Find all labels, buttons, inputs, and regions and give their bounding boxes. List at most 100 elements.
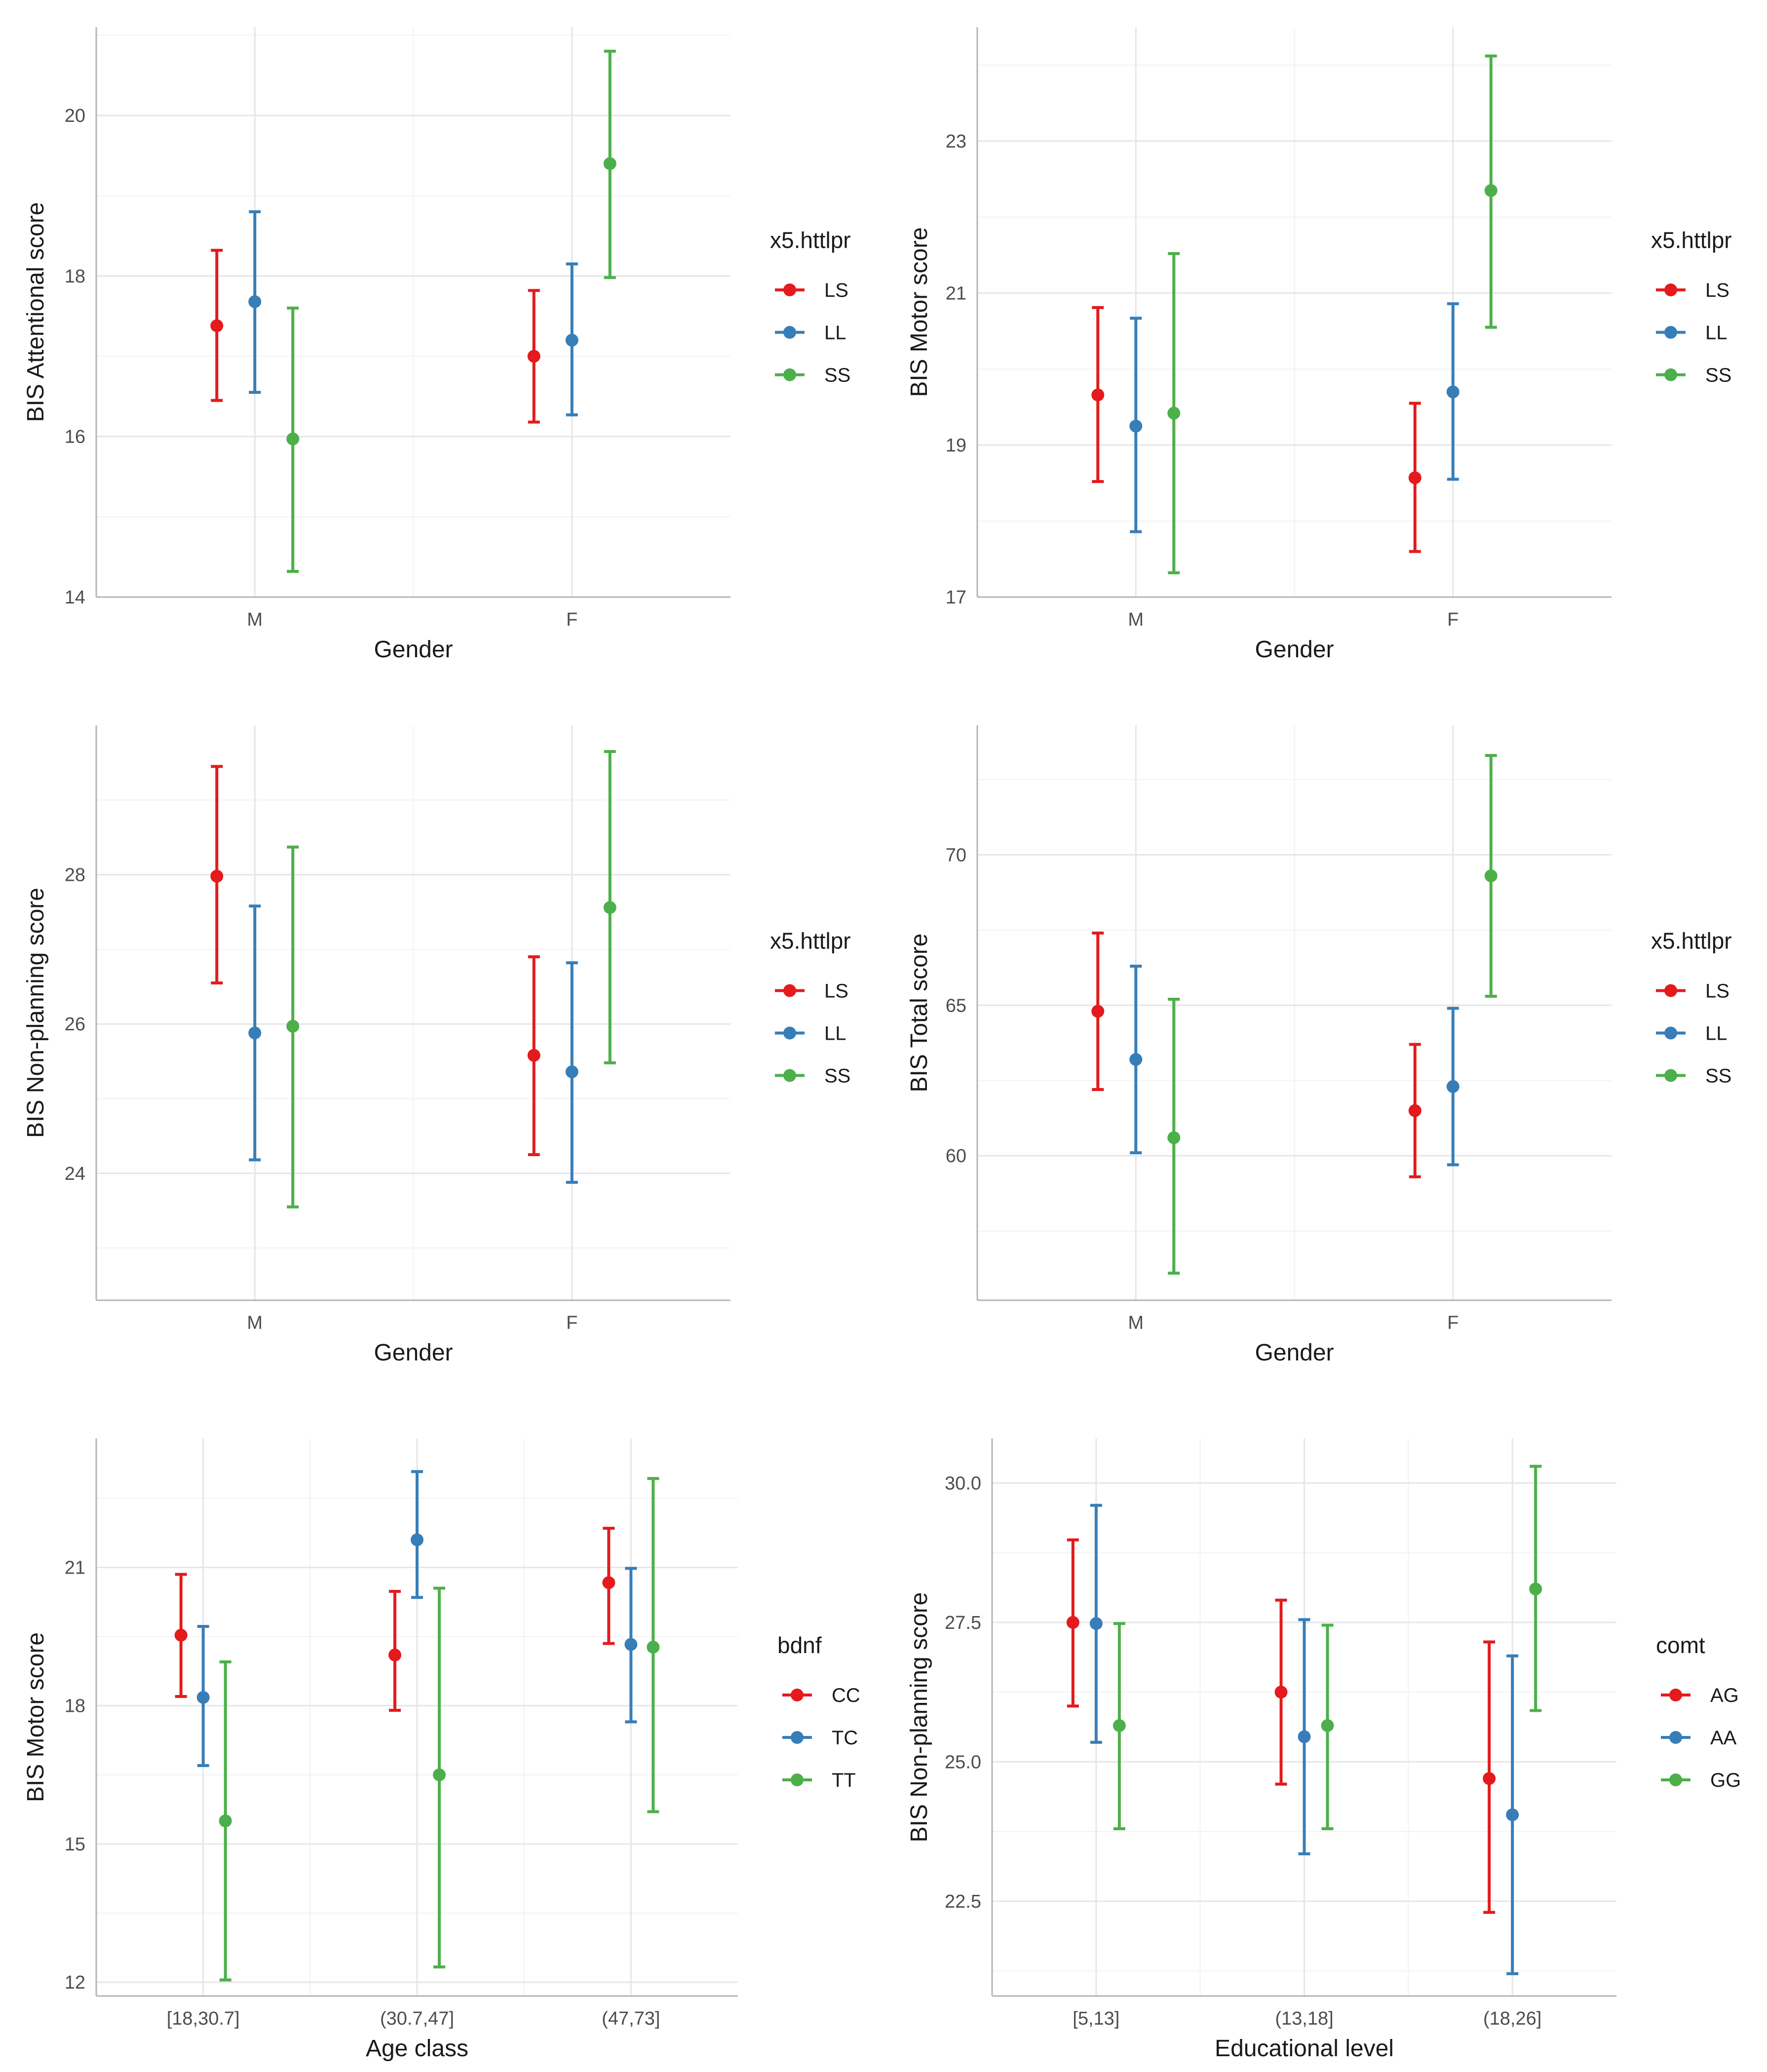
legend-label: LL: [1705, 322, 1728, 344]
legend-label: LL: [1705, 1023, 1728, 1045]
legend-key-point: [1664, 984, 1677, 997]
legend-label: SS: [1705, 365, 1731, 386]
legend-key-point: [783, 283, 796, 297]
chart-svg: 22.5 25.0 27.5 30.0 [5,13] (13,18] (18,26] Educ…: [906, 1438, 1741, 2062]
data-point: [647, 1641, 660, 1654]
y-tick-label: 16: [65, 427, 85, 448]
data-point: [1529, 1582, 1542, 1596]
y-tick-label: 18: [65, 266, 85, 287]
y-tick-label: 21: [65, 1557, 85, 1578]
panel-motor-by-gender: 17 19 21 23 M F Gender BIS Motor score x5.httlpr…: [884, 0, 1767, 691]
data-point: [565, 1065, 578, 1079]
data-point: [286, 432, 300, 446]
legend-label: LS: [1705, 980, 1729, 1002]
legend-label: LS: [824, 980, 848, 1002]
legend-item-ag: AG: [1661, 1685, 1739, 1706]
series-aa: [1089, 1504, 1519, 1975]
x-tick-label: F: [566, 609, 577, 630]
legend-key-point: [783, 1069, 796, 1082]
x-tick-label: [5,13]: [1073, 2008, 1119, 2029]
series-ll: [1129, 964, 1460, 1167]
y-tick-label: 21: [946, 283, 966, 304]
y-axis-label: BIS Non-planning score: [906, 1592, 932, 1843]
data-point: [1091, 1005, 1105, 1018]
data-point: [1167, 1131, 1181, 1144]
legend: x5.httlpr LS LL SS: [770, 928, 851, 1087]
data-point: [1484, 184, 1498, 197]
legend-key-point: [1664, 368, 1677, 381]
series-cc: [174, 1527, 615, 1712]
series-ss: [286, 750, 616, 1208]
legend-label: AA: [1710, 1727, 1737, 1749]
legend: x5.httlpr LS LL SS: [1651, 928, 1732, 1087]
legend-key-point: [1669, 1773, 1682, 1786]
y-tick-label: 25.0: [945, 1752, 981, 1772]
legend: bdnf CC TC TT: [777, 1632, 860, 1791]
panel-nonplanning-by-education: 22.5 25.0 27.5 30.0 [5,13] (13,18] (18,26] Educ…: [884, 1411, 1767, 2072]
x-axis-label: Gender: [1255, 1340, 1334, 1366]
y-tick-label: 30.0: [945, 1473, 981, 1494]
series-tc: [196, 1470, 638, 1768]
legend-item-ls: LS: [1656, 280, 1729, 301]
panel-nonplanning-by-gender: 24 26 28 M F Gender BIS Non-planning score x5.h…: [0, 701, 884, 1401]
legend-item-ss: SS: [775, 1065, 850, 1087]
legend-key-point: [1669, 1731, 1682, 1744]
legend-item-aa: AA: [1661, 1727, 1737, 1749]
data-point: [603, 157, 616, 170]
data-point: [1091, 388, 1105, 402]
x-axis-label: Gender: [374, 637, 453, 663]
series-ss: [286, 49, 616, 573]
y-tick-label: 20: [65, 106, 85, 126]
chart-svg: 14 16 18 20 M F Gender BIS Attentional score x5.…: [23, 27, 851, 663]
data-point: [1446, 385, 1460, 399]
x-axis-label: Gender: [1255, 637, 1334, 663]
y-axis-label: BIS Non-planning score: [23, 888, 49, 1138]
legend-title: comt: [1656, 1632, 1705, 1658]
legend-item-gg: GG: [1661, 1770, 1741, 1791]
gridlines: [977, 27, 1612, 598]
series-ll: [248, 904, 578, 1184]
x-axis-label: Gender: [374, 1340, 453, 1366]
legend-key-point: [1664, 326, 1677, 339]
x-tick-label: F: [1447, 609, 1459, 630]
data-point: [1298, 1730, 1311, 1743]
legend-key-point: [783, 1026, 796, 1040]
data-point: [1167, 407, 1181, 420]
legend-key-point: [783, 326, 796, 339]
legend-title: x5.httlpr: [770, 227, 851, 253]
chart-svg: 17 19 21 23 M F Gender BIS Motor score x5.httlpr…: [906, 27, 1732, 663]
y-tick-label: 14: [65, 587, 85, 608]
series-ls: [210, 249, 540, 424]
data-point: [210, 319, 224, 333]
legend-label: LL: [824, 322, 846, 344]
x-tick-label: M: [247, 1313, 263, 1333]
legend-item-ll: LL: [775, 322, 846, 344]
series-ss: [1167, 753, 1498, 1275]
legend-key-point: [791, 1731, 804, 1744]
legend-label: CC: [832, 1685, 860, 1706]
data-point: [1506, 1808, 1519, 1821]
data-point: [1129, 419, 1143, 433]
data-point: [210, 869, 224, 883]
y-tick-label: 28: [65, 865, 85, 886]
y-tick-label: 22.5: [945, 1891, 981, 1912]
gridlines: [96, 725, 730, 1300]
data-point: [1321, 1719, 1334, 1732]
y-tick-label: 65: [946, 995, 966, 1016]
legend-item-tc: TC: [782, 1727, 858, 1749]
legend-item-tt: TT: [782, 1770, 856, 1791]
data-point: [286, 1019, 300, 1033]
legend-key-point: [1664, 1069, 1677, 1082]
legend-key-point: [1664, 1026, 1677, 1040]
data-point: [433, 1768, 446, 1781]
data-point: [1066, 1616, 1079, 1629]
y-tick-label: 27.5: [945, 1613, 981, 1633]
data-point: [219, 1814, 232, 1828]
x-tick-label: (18,26]: [1483, 2008, 1541, 2029]
legend-label: LL: [824, 1023, 846, 1045]
series-ss: [1167, 54, 1498, 574]
data-point: [248, 1026, 262, 1040]
y-tick-label: 23: [946, 131, 966, 152]
legend-item-ll: LL: [775, 1023, 846, 1045]
